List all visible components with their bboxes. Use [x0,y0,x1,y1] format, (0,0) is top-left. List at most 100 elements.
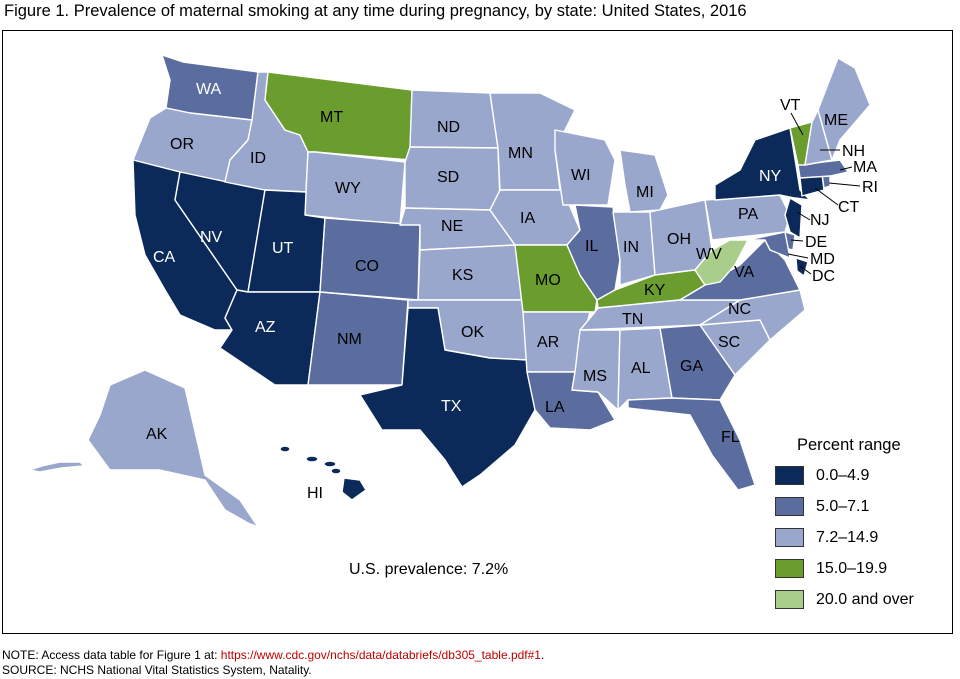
map-frame [2,30,953,634]
leader-de [790,239,804,242]
label-ga: GA [680,358,703,375]
label-nd: ND [437,119,460,136]
leader-ri [828,182,861,187]
label-il: IL [585,238,598,255]
label-nv: NV [200,229,223,246]
label-va: VA [734,264,754,281]
legend-swatch [775,559,804,578]
state-in[interactable] [612,211,656,286]
legend-swatch [775,497,804,516]
label-de: DE [805,234,827,251]
label-tx: TX [441,398,462,415]
label-md: MD [810,251,835,268]
state-me[interactable] [817,57,871,161]
label-mn: MN [508,145,533,162]
us-prevalence: U.S. prevalence: 7.2% [349,561,509,578]
state-tx[interactable] [359,307,536,488]
state-hi-2 [305,455,319,463]
label-nm: NM [337,331,362,348]
label-ks: KS [452,267,473,284]
state-hi-4 [330,467,342,475]
legend-swatch [775,590,804,609]
label-or: OR [170,136,194,153]
label-me: ME [824,112,848,129]
state-ak[interactable] [87,369,259,528]
data-table-link[interactable]: https://www.cdc.gov/nchs/data/databriefs… [220,648,541,662]
state-ga[interactable] [659,324,736,401]
legend-swatch [775,528,804,547]
label-pa: PA [738,206,758,223]
state-hi-1 [279,445,291,453]
note-suffix: . [540,648,545,662]
legend-label: 15.0–19.9 [816,559,888,577]
label-vt: VT [780,97,801,114]
state-ak-islands [29,461,85,473]
state-mi[interactable] [619,149,669,213]
label-ct: CT [838,199,860,216]
state-az[interactable] [219,289,321,386]
label-nc: NC [728,301,751,318]
label-wv: WV [696,246,722,263]
state-wv[interactable] [694,239,749,286]
label-ca: CA [153,249,176,266]
label-mo: MO [535,272,561,289]
state-wi[interactable] [554,129,616,206]
label-ne: NE [441,218,463,235]
leader-md [787,253,809,259]
leader-ct [814,187,839,206]
source-line: SOURCE: NCHS National Vital Statistics S… [2,663,312,677]
state-hi-3 [323,460,337,468]
legend-label: 20.0 and over [816,590,914,608]
state-hi-group[interactable] [279,445,367,501]
label-wa: WA [196,81,222,98]
label-ky: KY [644,282,666,299]
label-ma: MA [853,159,877,176]
legend-item: 15.0–19.9 [775,558,914,579]
state-fl[interactable] [627,397,756,491]
leader-vt [790,112,804,136]
label-wy: WY [335,180,361,197]
label-al: AL [631,360,651,377]
label-ms: MS [583,368,607,385]
label-hi: HI [307,485,323,502]
legend-item: 5.0–7.1 [775,496,914,517]
label-wi: WI [571,167,591,184]
state-hi-big [341,477,367,501]
label-ak: AK [146,426,168,443]
note-prefix: NOTE: Access data table for Figure 1 at: [2,648,221,662]
legend-item: 0.0–4.9 [775,465,914,486]
legend: Percent range 0.0–4.9 5.0–7.1 7.2–14.9 1… [775,436,914,620]
label-ar: AR [537,334,559,351]
label-ia: IA [520,210,535,227]
label-co: CO [355,258,379,275]
label-tn: TN [622,311,643,328]
label-mt: MT [320,109,343,126]
label-az: AZ [255,319,276,336]
footnote: NOTE: Access data table for Figure 1 at:… [2,648,544,678]
legend-title: Percent range [797,436,901,454]
label-in: IN [623,239,639,256]
legend-item: 7.2–14.9 [775,527,914,548]
label-id: ID [250,150,266,167]
legend-label: 0.0–4.9 [816,466,870,484]
label-sc: SC [718,334,740,351]
legend-swatch [775,466,804,485]
state-nj[interactable] [784,197,803,239]
label-sd: SD [437,169,459,186]
label-nj: NJ [810,212,830,229]
leader-ma [839,166,853,171]
label-leaders [787,112,861,275]
label-dc: DC [812,268,835,285]
label-fl: FL [721,429,740,446]
label-ny: NY [759,168,782,185]
label-la: LA [545,399,565,416]
legend-label: 7.2–14.9 [816,528,879,546]
note-line: NOTE: Access data table for Figure 1 at:… [2,648,544,663]
legend-item: 20.0 and over [775,589,914,610]
label-ri: RI [862,179,878,196]
label-ut: UT [272,240,294,257]
leader-nj [796,211,811,221]
state-md[interactable] [747,231,791,259]
label-ok: OK [461,324,484,341]
